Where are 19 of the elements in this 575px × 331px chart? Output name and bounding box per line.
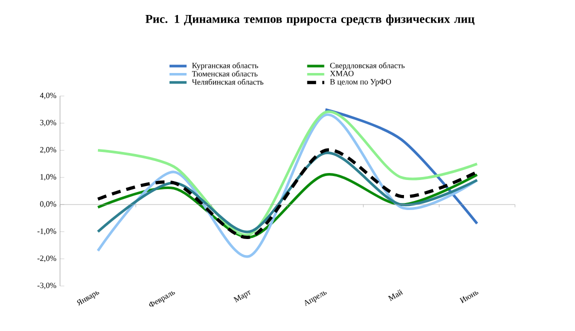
legend-label: Курганская область <box>192 62 258 70</box>
y-tick-label: 0,0% <box>40 201 56 208</box>
legend-label: В целом по УрФО <box>330 79 392 86</box>
x-tick-label: Июнь <box>459 291 478 304</box>
y-tick-label: -1,0% <box>37 228 56 235</box>
legend-label: Челябинская область <box>192 78 264 85</box>
y-tick-label: -3,0% <box>37 282 56 290</box>
y-tick-label: -2,0% <box>37 256 56 262</box>
x-tick-label: Май <box>388 289 404 302</box>
legend-label: Тюменская область <box>192 70 258 76</box>
y-tick-label: 2,0% <box>40 147 56 154</box>
y-tick-label: 3,0% <box>40 120 56 126</box>
chart-title: Рис. 1 Динамика темпов прироста средств физических лиц <box>146 14 474 26</box>
legend-label: ХМАО <box>330 70 354 76</box>
y-tick-label: 1,0% <box>40 174 56 181</box>
line-series <box>96 110 478 236</box>
x-tick-label: Март <box>233 290 251 302</box>
y-tick-label: 4,0% <box>40 92 56 100</box>
legend-label: Свердловская область <box>330 62 405 70</box>
